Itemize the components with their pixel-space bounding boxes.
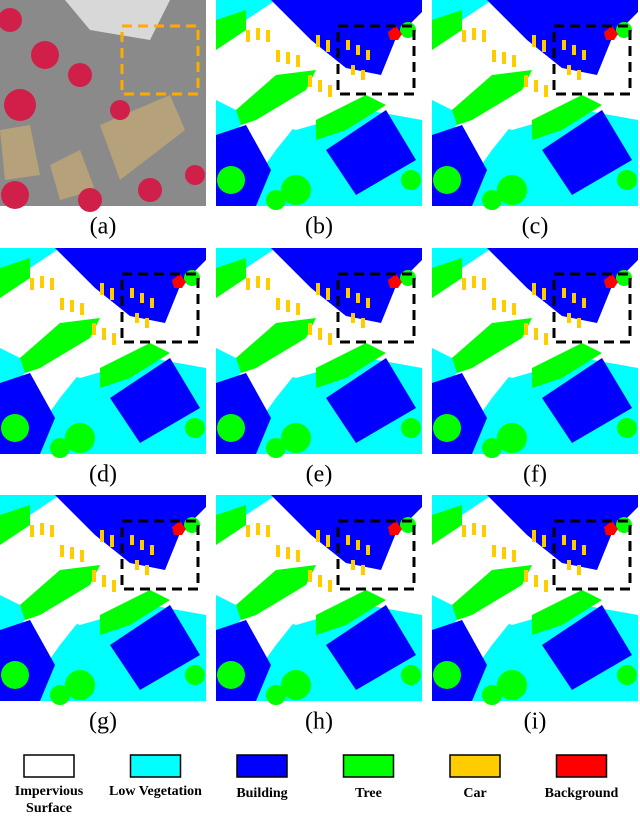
legend-label: Impervious Surface [14, 784, 84, 816]
segmentation-map [0, 248, 206, 458]
legend-label: Tree [355, 786, 382, 801]
zoom-box [552, 24, 632, 96]
aerial-image [0, 0, 206, 212]
zoom-box [120, 519, 200, 591]
segmentation-map [432, 0, 638, 210]
panel-caption: (e) [306, 462, 333, 488]
legend-swatch [342, 754, 395, 778]
legend-label: Car [463, 786, 487, 801]
segmentation-map [216, 248, 422, 458]
zoom-box [120, 24, 200, 96]
zoom-box [552, 272, 632, 344]
panel-caption: (g) [89, 709, 117, 735]
panel-caption: (c) [522, 214, 549, 240]
segmentation-map [216, 495, 422, 705]
zoom-box [120, 272, 200, 344]
zoom-box [552, 519, 632, 591]
segmentation-map [216, 0, 422, 210]
zoom-box [336, 519, 416, 591]
legend-label: Low Vegetation [109, 784, 202, 799]
segmentation-map [432, 495, 638, 705]
legend-swatch [449, 754, 501, 778]
segmentation-map [432, 248, 638, 458]
zoom-box [336, 272, 416, 344]
legend-swatch [555, 754, 608, 778]
legend-swatch [129, 754, 182, 778]
panel-caption: (h) [305, 709, 333, 735]
panel-caption: (i) [524, 709, 547, 735]
panel-grid: (a) (b) (c) (d) (e) (f) (g) (h) (i) [0, 0, 638, 778]
legend-swatch [23, 754, 75, 778]
panel-caption: (d) [89, 462, 117, 488]
legend-label: Building [236, 786, 288, 801]
panel-caption: (a) [90, 214, 117, 240]
panel-caption: (b) [305, 214, 333, 240]
segmentation-map [0, 495, 206, 705]
legend-swatch [236, 754, 288, 778]
zoom-box [336, 24, 416, 96]
panel-caption: (f) [523, 462, 547, 488]
legend-label: Background [544, 786, 619, 801]
